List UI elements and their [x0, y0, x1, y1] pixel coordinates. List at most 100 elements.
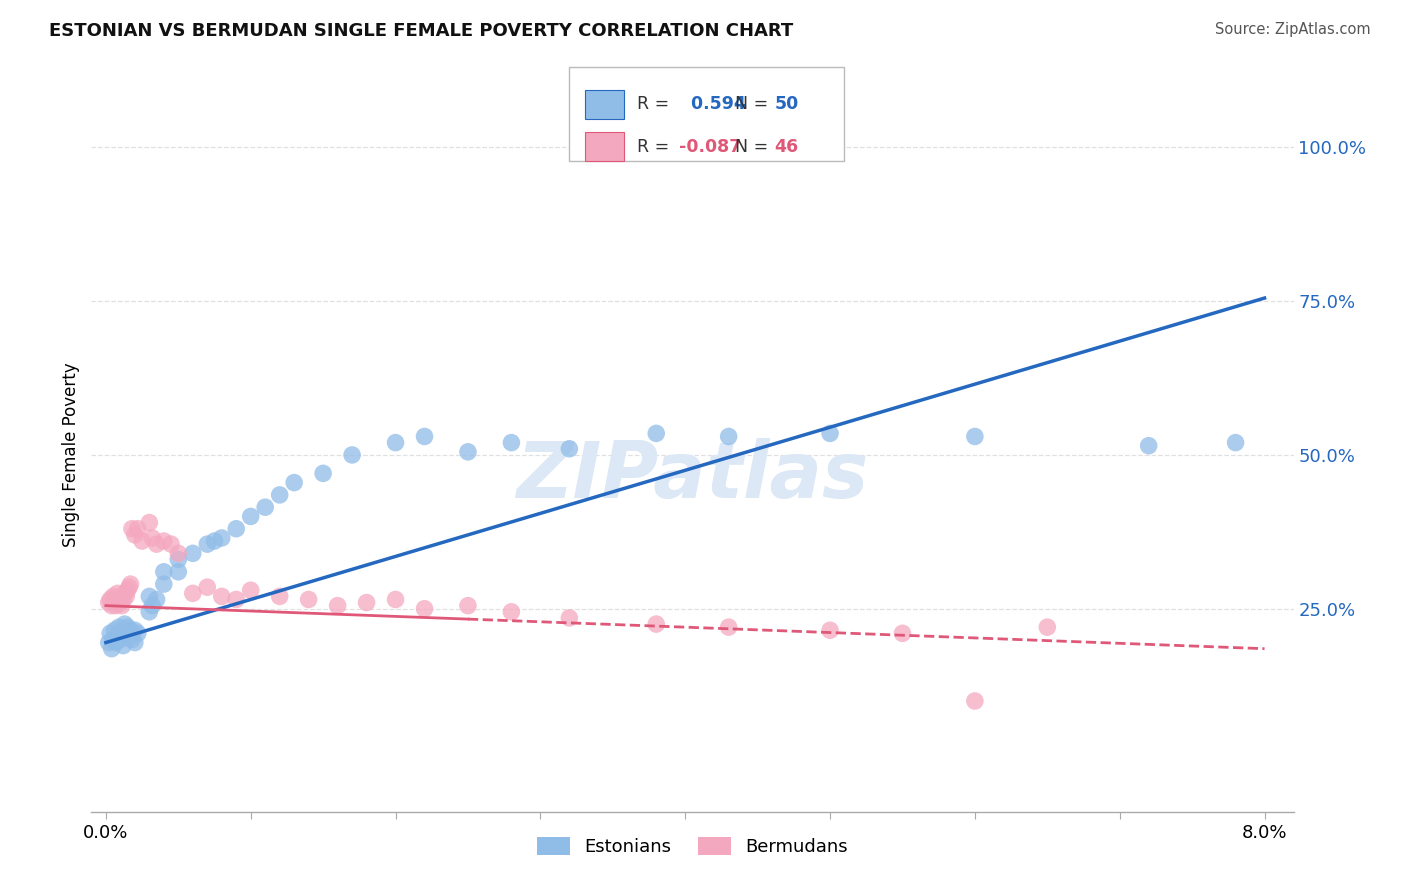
Point	[356, 596, 378, 610]
Point	[153, 565, 176, 579]
Point	[131, 534, 153, 549]
Point	[112, 592, 135, 607]
Point	[645, 617, 668, 632]
Point	[103, 592, 125, 607]
Point	[124, 635, 146, 649]
Point	[118, 580, 141, 594]
Point	[124, 528, 146, 542]
Point	[963, 694, 986, 708]
Point	[1225, 435, 1247, 450]
Point	[101, 632, 124, 647]
Point	[167, 546, 190, 560]
Point	[97, 635, 120, 649]
Point	[153, 534, 176, 549]
Point	[141, 531, 163, 545]
Point	[211, 590, 233, 604]
Point	[818, 624, 841, 638]
Point	[120, 624, 142, 638]
Point	[298, 592, 321, 607]
Point	[340, 448, 363, 462]
Point	[98, 626, 121, 640]
Text: R =: R =	[637, 137, 675, 155]
Point	[127, 522, 149, 536]
Point	[121, 632, 143, 647]
Point	[717, 429, 740, 443]
Point	[225, 522, 247, 536]
Point	[181, 586, 204, 600]
Point	[100, 641, 122, 656]
Point	[103, 624, 125, 638]
Point	[101, 590, 124, 604]
Text: Source: ZipAtlas.com: Source: ZipAtlas.com	[1215, 22, 1371, 37]
Point	[118, 629, 141, 643]
Point	[558, 442, 581, 456]
Point	[195, 537, 218, 551]
Point	[645, 426, 668, 441]
Point	[239, 509, 262, 524]
Point	[239, 583, 262, 598]
Point	[1137, 439, 1160, 453]
Point	[117, 583, 139, 598]
Legend: Estonians, Bermudans: Estonians, Bermudans	[530, 830, 855, 863]
Y-axis label: Single Female Poverty: Single Female Poverty	[62, 363, 80, 547]
Point	[115, 624, 138, 638]
Text: N =: N =	[735, 137, 775, 155]
Point	[153, 577, 176, 591]
Point	[115, 590, 138, 604]
Point	[269, 488, 291, 502]
Point	[112, 639, 135, 653]
Point	[108, 620, 131, 634]
Point	[120, 577, 142, 591]
Point	[558, 611, 581, 625]
Point	[501, 605, 523, 619]
Point	[117, 620, 139, 634]
Point	[818, 426, 841, 441]
Point	[211, 531, 233, 545]
Point	[963, 429, 986, 443]
Point	[167, 565, 190, 579]
Point	[121, 522, 143, 536]
Point	[204, 534, 226, 549]
Text: 46: 46	[775, 137, 799, 155]
Text: 0.594: 0.594	[679, 95, 758, 113]
Point	[111, 599, 134, 613]
Point	[100, 599, 122, 613]
Point	[891, 626, 914, 640]
Point	[413, 429, 436, 443]
Point	[384, 435, 406, 450]
Point	[384, 592, 406, 607]
Point	[110, 632, 132, 647]
Point	[181, 546, 204, 560]
Text: 50: 50	[775, 95, 799, 113]
Point	[110, 596, 132, 610]
Point	[145, 592, 167, 607]
Point	[1036, 620, 1059, 634]
Point	[326, 599, 349, 613]
Point	[160, 537, 183, 551]
Point	[124, 624, 146, 638]
Point	[127, 626, 149, 640]
Point	[254, 500, 277, 515]
Point	[138, 590, 160, 604]
Point	[195, 580, 218, 594]
Text: R =: R =	[637, 95, 675, 113]
Text: N =: N =	[735, 95, 775, 113]
Point	[98, 592, 121, 607]
Point	[457, 599, 479, 613]
Point	[110, 626, 132, 640]
Text: -0.087: -0.087	[679, 137, 754, 155]
Point	[312, 467, 335, 481]
Point	[114, 586, 136, 600]
Text: ZIPatlas: ZIPatlas	[516, 438, 869, 515]
Point	[269, 590, 291, 604]
Point	[97, 596, 120, 610]
Point	[413, 601, 436, 615]
Point	[105, 599, 128, 613]
Point	[114, 617, 136, 632]
Point	[167, 552, 190, 566]
Point	[225, 592, 247, 607]
Point	[283, 475, 305, 490]
Point	[138, 605, 160, 619]
Point	[457, 445, 479, 459]
Text: ESTONIAN VS BERMUDAN SINGLE FEMALE POVERTY CORRELATION CHART: ESTONIAN VS BERMUDAN SINGLE FEMALE POVER…	[49, 22, 793, 40]
